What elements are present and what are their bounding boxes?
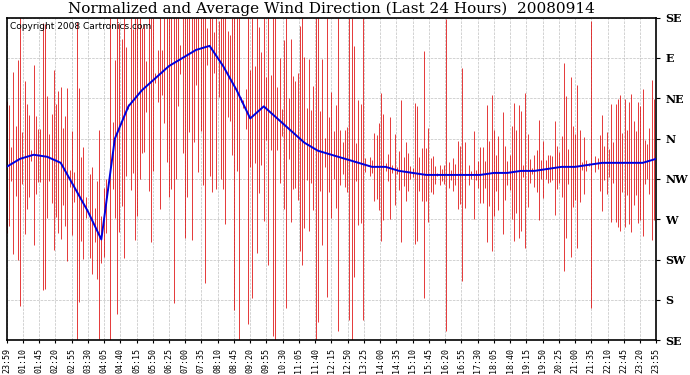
Title: Normalized and Average Wind Direction (Last 24 Hours)  20080914: Normalized and Average Wind Direction (L… [68, 2, 595, 16]
Text: Copyright 2008 Cartronics.com: Copyright 2008 Cartronics.com [10, 22, 151, 32]
